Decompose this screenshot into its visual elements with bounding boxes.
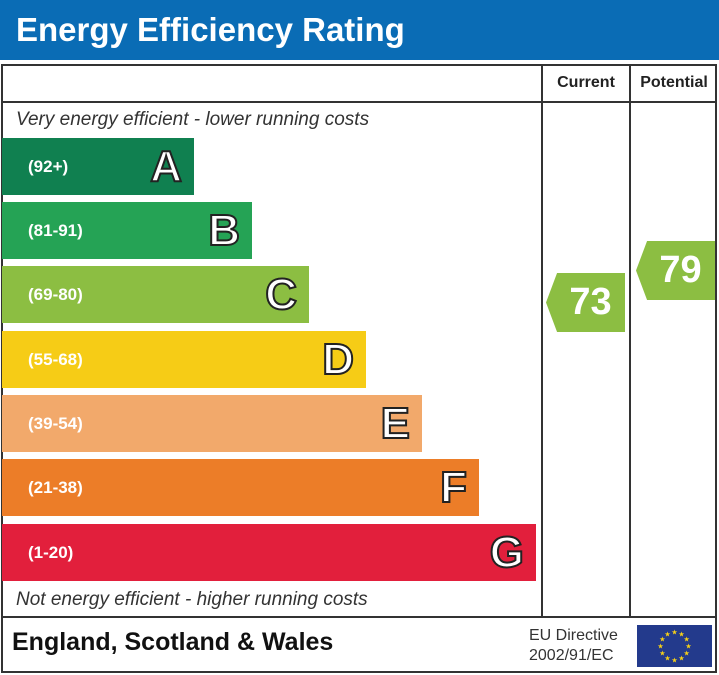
top-note: Very energy efficient - lower running co… xyxy=(16,109,370,130)
star-icon: ★ xyxy=(678,655,684,663)
star-icon: ★ xyxy=(659,650,665,658)
divider xyxy=(2,616,717,618)
potential-rating-arrow: 79 xyxy=(636,241,715,300)
current-header: Current xyxy=(557,74,615,91)
band-range: (81-91) xyxy=(28,221,83,240)
band-letter: B xyxy=(207,205,241,256)
star-icon: ★ xyxy=(657,643,663,651)
current-rating-value: 73 xyxy=(569,281,612,323)
star-icon: ★ xyxy=(678,630,684,638)
band-letter: F xyxy=(439,462,468,513)
bottom-note: Not energy efficient - higher running co… xyxy=(16,589,368,610)
star-icon: ★ xyxy=(683,650,689,658)
band-letter: C xyxy=(264,269,298,320)
band-letter: D xyxy=(321,334,355,385)
band-bar-d: (55-68) D xyxy=(2,331,366,388)
directive-line1: EU Directive xyxy=(529,627,618,644)
band-bar-g: (1-20) G xyxy=(2,524,536,581)
band-bar-f: (21-38) F xyxy=(2,459,479,516)
band-bar-c: (69-80) C xyxy=(2,266,309,323)
band-bar-e: (39-54) E xyxy=(2,395,422,452)
star-icon: ★ xyxy=(664,630,670,638)
band-range: (92+) xyxy=(28,157,69,176)
eu-directive: EU Directive 2002/91/EC xyxy=(529,626,618,666)
star-icon: ★ xyxy=(659,636,665,644)
divider xyxy=(541,65,543,617)
band-letter: A xyxy=(149,141,183,192)
band-range: (21-38) xyxy=(28,478,83,497)
region-label: England, Scotland & Wales xyxy=(12,628,334,656)
star-icon: ★ xyxy=(671,629,677,637)
band-range: (55-68) xyxy=(28,350,83,369)
eu-flag-icon: ★ ★★★★★★★★★★★ xyxy=(637,625,712,667)
star-icon: ★ xyxy=(664,655,670,663)
band-bar-a: (92+) A xyxy=(2,138,194,195)
band-bar-b: (81-91) B xyxy=(2,202,252,259)
band-range: (1-20) xyxy=(28,543,74,562)
star-icon: ★ xyxy=(685,643,691,651)
divider xyxy=(2,101,717,103)
star-icon: ★ xyxy=(671,657,677,665)
band-letter: G xyxy=(489,527,525,578)
page-title: Energy Efficiency Rating xyxy=(0,0,719,60)
band-range: (69-80) xyxy=(28,285,83,304)
star-icon: ★ xyxy=(683,636,689,644)
divider xyxy=(629,65,631,617)
band-letter: E xyxy=(380,398,411,449)
directive-line2: 2002/91/EC xyxy=(529,647,614,664)
potential-rating-value: 79 xyxy=(659,249,702,291)
band-range: (39-54) xyxy=(28,414,83,433)
potential-header: Potential xyxy=(640,74,708,91)
current-rating-arrow: 73 xyxy=(546,273,625,332)
